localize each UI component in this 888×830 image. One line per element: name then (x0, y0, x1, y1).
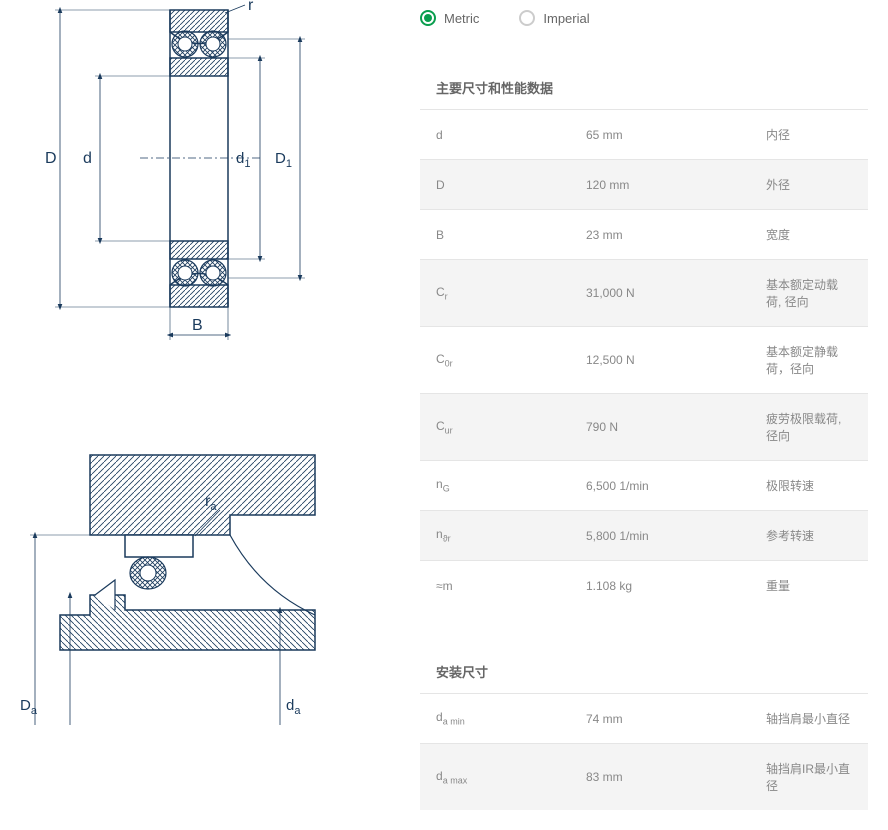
symbol-cell: ≈m (420, 561, 570, 611)
svg-text:da: da (286, 697, 301, 717)
value-cell: 1.108 kg (570, 561, 750, 611)
desc-cell: 内径 (750, 110, 868, 160)
svg-text:B: B (192, 317, 203, 334)
metric-label: Metric (444, 11, 479, 26)
desc-cell: 轴挡肩IR最小直径 (750, 744, 868, 811)
section1-title: 主要尺寸和性能数据 (420, 66, 868, 109)
desc-cell: 重量 (750, 561, 868, 611)
symbol-cell: Cur (420, 394, 570, 461)
table-row: Cur790 N疲劳极限载荷, 径向 (420, 394, 868, 461)
symbol-cell: D (420, 160, 570, 210)
table-row: C0r12,500 N基本额定静载荷，径向 (420, 327, 868, 394)
symbol-cell: d (420, 110, 570, 160)
table-row: B23 mm宽度 (420, 210, 868, 260)
section2-title: 安装尺寸 (420, 650, 868, 693)
value-cell: 6,500 1/min (570, 461, 750, 511)
desc-cell: 极限转速 (750, 461, 868, 511)
radio-selected-icon (420, 10, 436, 26)
imperial-label: Imperial (543, 11, 589, 26)
table-row: D120 mm外径 (420, 160, 868, 210)
value-cell: 65 mm (570, 110, 750, 160)
table-row: nϑr5,800 1/min参考转速 (420, 511, 868, 561)
value-cell: 5,800 1/min (570, 511, 750, 561)
desc-cell: 疲劳极限载荷, 径向 (750, 394, 868, 461)
bearing-diagram-1: D d d1 D1 B (20, 0, 390, 350)
symbol-cell: da max (420, 744, 570, 811)
symbol-cell: nϑr (420, 511, 570, 561)
symbol-cell: da min (420, 694, 570, 744)
value-cell: 83 mm (570, 744, 750, 811)
value-cell: 23 mm (570, 210, 750, 260)
symbol-cell: B (420, 210, 570, 260)
imperial-radio[interactable]: Imperial (519, 10, 589, 26)
unit-selector: Metric Imperial (420, 0, 868, 26)
bearing-diagram-2: ra Da da (20, 450, 390, 730)
radio-unselected-icon (519, 10, 535, 26)
diagrams-column: D d d1 D1 B (0, 0, 410, 830)
mounting-dimensions-table: da min74 mm轴挡肩最小直径da max83 mm轴挡肩IR最小直径 (420, 693, 868, 810)
value-cell: 790 N (570, 394, 750, 461)
desc-cell: 基本额定静载荷，径向 (750, 327, 868, 394)
table-row: d65 mm内径 (420, 110, 868, 160)
value-cell: 120 mm (570, 160, 750, 210)
metric-radio[interactable]: Metric (420, 10, 479, 26)
desc-cell: 宽度 (750, 210, 868, 260)
data-column: Metric Imperial 主要尺寸和性能数据 d65 mm内径D120 m… (410, 0, 888, 830)
table-row: da min74 mm轴挡肩最小直径 (420, 694, 868, 744)
value-cell: 12,500 N (570, 327, 750, 394)
svg-text:d1: d1 (236, 150, 250, 170)
main-dimensions-table: d65 mm内径D120 mm外径B23 mm宽度Cr31,000 N基本额定动… (420, 109, 868, 610)
value-cell: 31,000 N (570, 260, 750, 327)
svg-text:d: d (83, 150, 92, 167)
desc-cell: 外径 (750, 160, 868, 210)
desc-cell: 基本额定动载荷, 径向 (750, 260, 868, 327)
table-row: Cr31,000 N基本额定动载荷, 径向 (420, 260, 868, 327)
svg-text:D: D (45, 150, 57, 167)
table-row: ≈m1.108 kg重量 (420, 561, 868, 611)
symbol-cell: Cr (420, 260, 570, 327)
value-cell: 74 mm (570, 694, 750, 744)
symbol-cell: nG (420, 461, 570, 511)
svg-text:D1: D1 (275, 150, 292, 170)
table-row: da max83 mm轴挡肩IR最小直径 (420, 744, 868, 811)
desc-cell: 参考转速 (750, 511, 868, 561)
desc-cell: 轴挡肩最小直径 (750, 694, 868, 744)
table-row: nG6,500 1/min极限转速 (420, 461, 868, 511)
svg-text:r: r (248, 0, 254, 14)
symbol-cell: C0r (420, 327, 570, 394)
